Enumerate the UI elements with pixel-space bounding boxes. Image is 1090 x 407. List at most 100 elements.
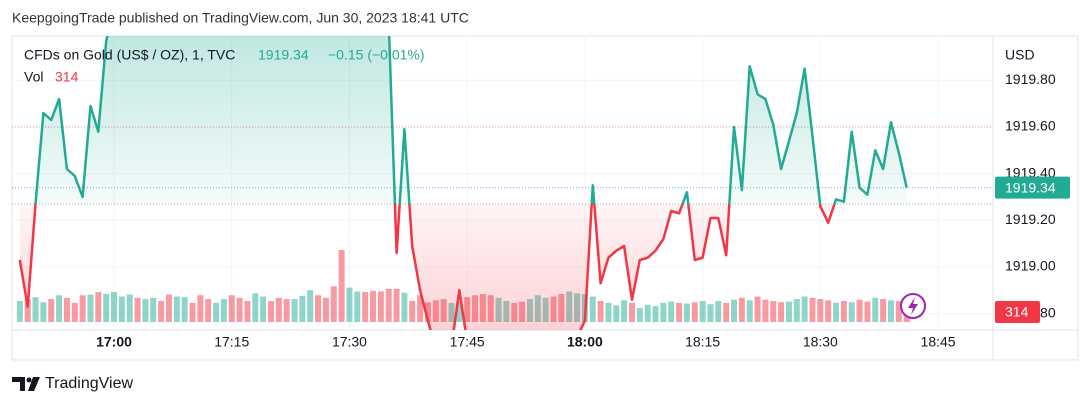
volume-bar [699,300,706,322]
x-tick-label: 17:15 [214,334,249,350]
volume-bar [613,305,620,322]
volume-bar [801,296,808,322]
volume-bar [652,306,659,322]
volume-bar [825,300,832,322]
volume-bar [134,297,141,322]
x-tick-label: 18:15 [685,334,720,350]
volume-legend-value: 314 [55,69,79,85]
volume-bar [409,300,416,322]
volume-bar [40,302,47,322]
axes: 1918.801919.001919.201919.401919.601919.… [96,71,1070,350]
area-above-baseline [19,36,907,204]
volume-bar [205,299,212,322]
tradingview-logo [12,377,40,391]
plot [12,36,993,330]
y-tick-label: 1919.80 [1005,71,1056,87]
volume-bar [840,300,847,322]
volume-bar [683,303,690,322]
volume-bar [150,297,157,322]
legend-price: 1919.34 [258,47,309,63]
volume-bar [56,295,63,322]
volume-bar [833,302,840,322]
volume-bar [71,302,78,322]
volume-bar [456,300,463,322]
volume-bar [848,302,855,322]
volume-bar [770,300,777,322]
area-below-baseline [19,204,907,330]
volume-bar [252,293,259,322]
y-tick-label: 1919.20 [1005,211,1056,227]
volume-bar [746,300,753,322]
volume-bar [267,300,274,322]
volume-bar [236,297,243,322]
price-line-down [18,204,836,330]
volume-bar [32,297,39,322]
y-tick-label: 1919.00 [1005,258,1056,274]
volume-bar [370,290,377,322]
x-tick-label: 18:30 [803,334,838,350]
volume-bar [707,304,714,322]
volume-bar [731,299,738,322]
volume-bar [111,292,118,322]
volume-bar [605,302,612,322]
volume-bar [260,296,267,322]
volume-bar [636,307,643,322]
volume-bar [346,287,353,322]
volume-bar [621,300,628,322]
volume-bar [283,299,290,322]
volume-bar [887,300,894,322]
volume-bar [103,293,110,322]
volume-bar [785,301,792,322]
volume-bar [16,300,23,322]
volume-bar [417,295,424,322]
volume-bar [385,288,392,322]
volume-bar [315,295,322,322]
volume-bar [793,299,800,322]
volume-bar [158,300,165,322]
x-tick-label: 17:00 [96,334,132,350]
volume-bar [628,302,635,322]
volume-bar [87,294,94,322]
volume-bar [676,302,683,322]
volume-bar [63,297,70,322]
volume-bar [393,288,400,322]
y-tick-label: 1919.40 [1005,164,1056,180]
volume-bar [872,297,879,322]
x-tick-label: 18:00 [567,334,603,350]
volume-bar [291,299,298,322]
volume-bar [723,302,730,322]
last-price-box [995,176,1070,199]
volume-bar [856,299,863,322]
volume-bar [24,299,31,322]
volume-bar [299,295,306,322]
volume-bar [307,290,314,322]
last-price-label: 1919.34 [1005,179,1056,195]
volume-bar [354,291,361,322]
volume-bar [197,295,204,322]
volume-bar [118,296,125,322]
volume-bar [126,294,133,322]
chart-frame [11,35,1079,361]
volume-bar [362,292,369,322]
volume-bar [864,301,871,322]
volume-bar [754,296,761,322]
volume-bar [778,302,785,322]
volume-bar [377,291,384,322]
legend-change: −0.15 (−0.01%) [328,47,425,63]
volume-bar [597,300,604,322]
header: KeepgoingTrade published on TradingView.… [12,10,469,26]
volume-bar [244,300,251,322]
volume-legend-name: Vol [24,69,43,85]
volume-bar [817,299,824,322]
volume-bar [48,299,55,322]
volume-bar [738,297,745,322]
volume-bar [228,295,235,322]
volume-bar [809,297,816,322]
volume-bar [660,302,667,322]
volume-bar [644,304,651,322]
last-volume-box [995,301,1040,323]
alert-icon[interactable] [900,293,926,319]
volume-bar [181,297,188,322]
currency-label: USD [1005,47,1035,63]
